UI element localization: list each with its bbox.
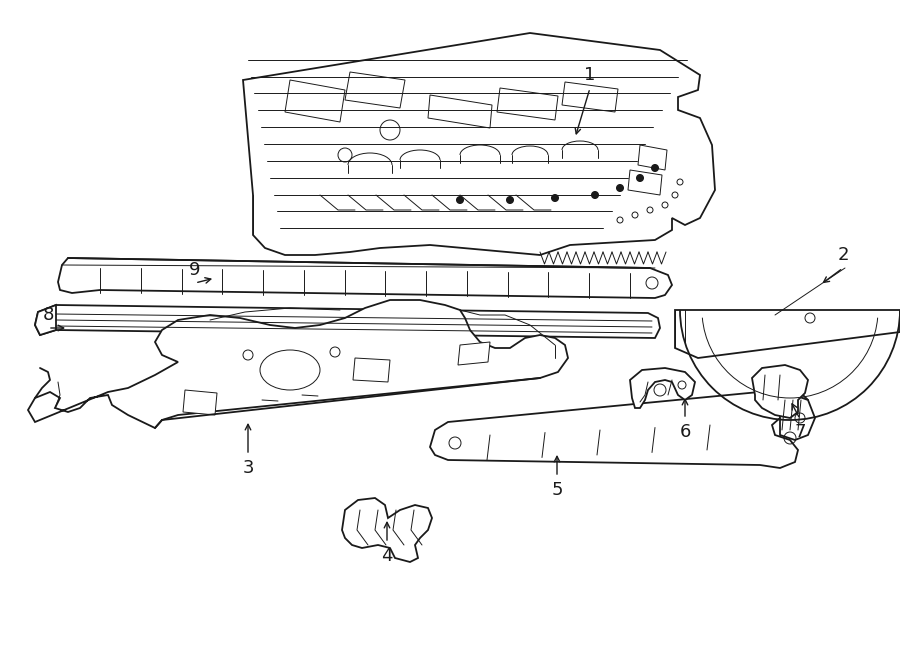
Polygon shape (497, 88, 558, 120)
Polygon shape (58, 258, 672, 298)
Polygon shape (35, 305, 56, 335)
Text: 4: 4 (382, 547, 392, 565)
Polygon shape (628, 170, 662, 195)
Polygon shape (353, 358, 390, 382)
Text: 1: 1 (584, 66, 596, 84)
Text: 6: 6 (680, 423, 690, 441)
Polygon shape (345, 72, 405, 108)
Polygon shape (562, 82, 618, 112)
Polygon shape (780, 390, 815, 440)
Circle shape (507, 196, 514, 204)
Polygon shape (675, 310, 900, 358)
Text: 5: 5 (551, 481, 562, 499)
Polygon shape (35, 305, 660, 338)
Text: 7: 7 (794, 423, 806, 441)
Polygon shape (183, 390, 217, 415)
Text: 3: 3 (242, 459, 254, 477)
Circle shape (636, 175, 644, 182)
Circle shape (552, 194, 559, 202)
Polygon shape (638, 145, 667, 170)
Circle shape (616, 184, 624, 192)
Polygon shape (630, 368, 695, 408)
Polygon shape (458, 342, 490, 365)
Polygon shape (243, 33, 715, 255)
Polygon shape (28, 300, 568, 428)
Circle shape (456, 196, 464, 204)
Text: 9: 9 (189, 261, 201, 279)
Polygon shape (752, 365, 808, 418)
Polygon shape (342, 498, 432, 562)
Polygon shape (430, 390, 808, 468)
Circle shape (591, 192, 599, 198)
Polygon shape (428, 95, 492, 128)
Polygon shape (285, 80, 345, 122)
Text: 2: 2 (837, 246, 849, 264)
Circle shape (652, 165, 659, 171)
Text: 8: 8 (42, 306, 54, 324)
